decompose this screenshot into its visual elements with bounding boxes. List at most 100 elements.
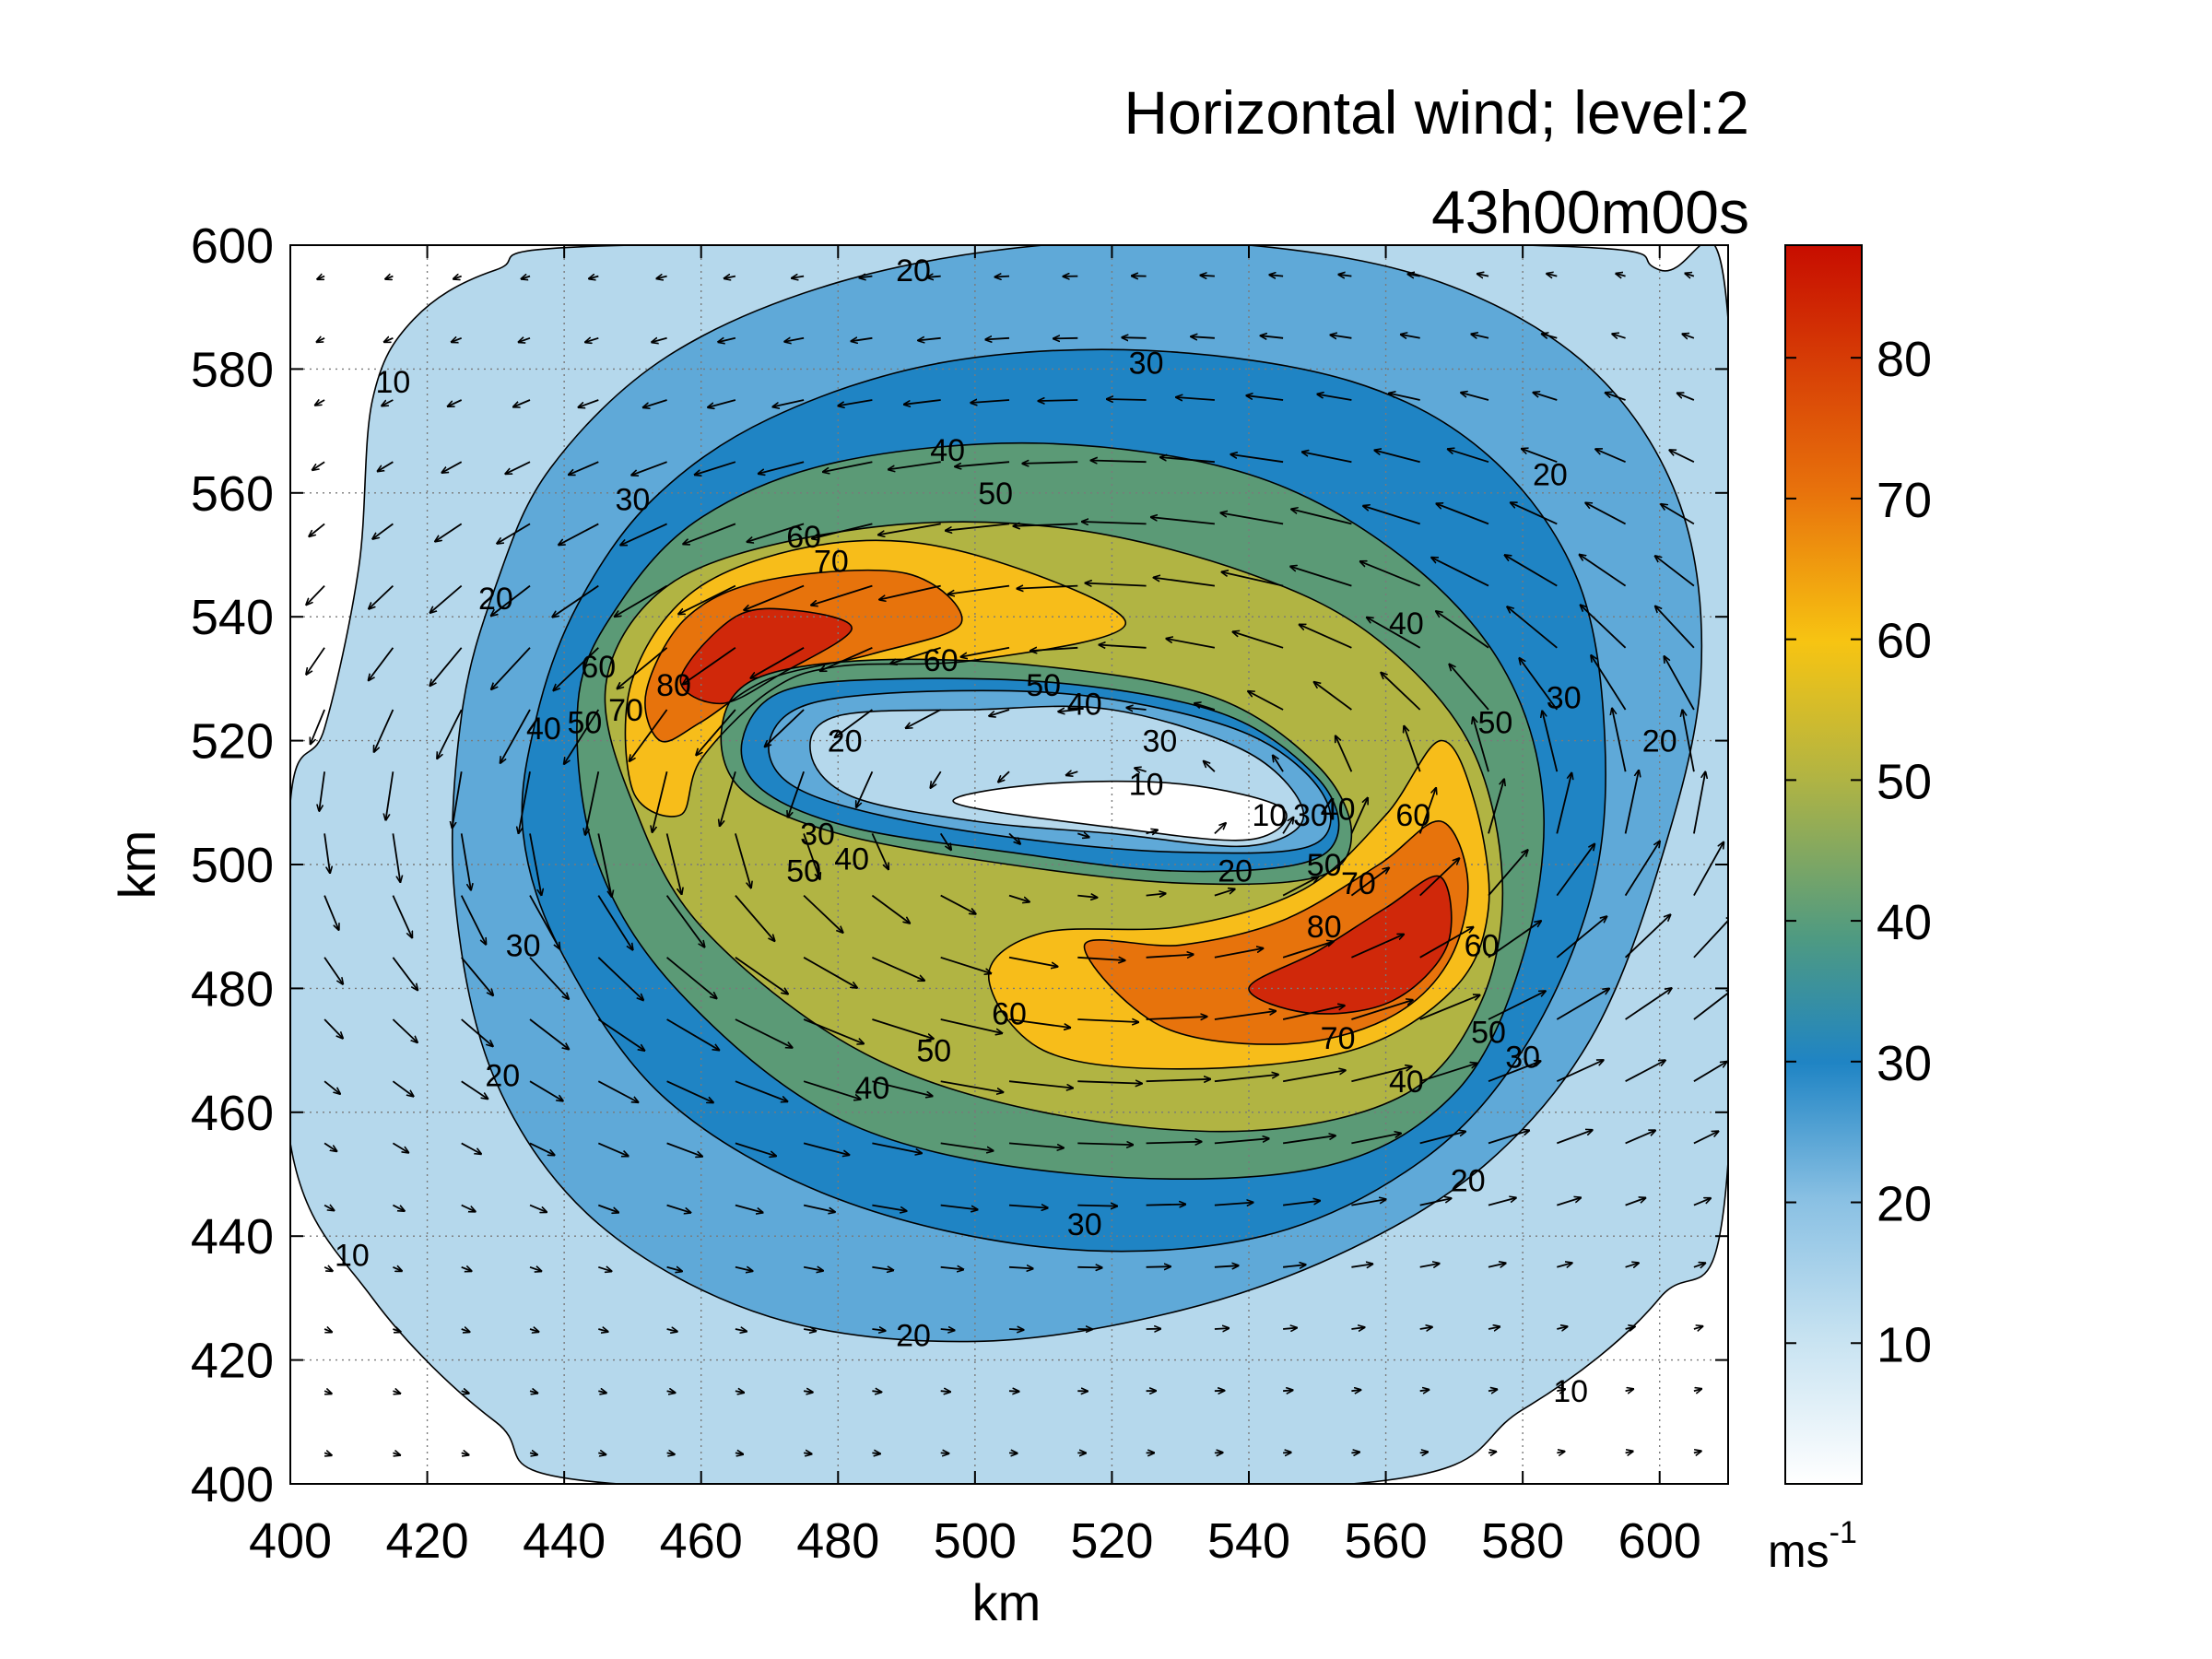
contour-label: 40	[834, 841, 869, 877]
wind-vector	[1009, 1329, 1023, 1330]
contour-label: 10	[1129, 768, 1164, 803]
colorbar-tick-label: 60	[1877, 614, 1932, 669]
wind-vector	[995, 276, 1009, 277]
contour-label: 40	[1389, 1065, 1424, 1100]
contour-label: 30	[616, 483, 651, 518]
contour-label: 40	[1389, 606, 1424, 641]
x-tick-label: 520	[1070, 1513, 1153, 1569]
contour-label: 70	[814, 545, 849, 580]
contour-label: 70	[1341, 866, 1376, 901]
colorbar	[1785, 245, 1862, 1484]
contour-label: 20	[896, 253, 931, 288]
y-tick-label: 440	[191, 1209, 274, 1265]
contour-fills	[283, 241, 1737, 1492]
x-tick-label: 480	[796, 1513, 879, 1569]
wind-vector	[1351, 1390, 1360, 1391]
contour-label: 30	[1505, 1040, 1540, 1075]
y-tick-label: 420	[191, 1334, 274, 1389]
contour-label: 30	[1143, 724, 1178, 759]
x-tick-label: 420	[386, 1513, 469, 1569]
contour-label: 40	[1067, 687, 1102, 722]
contour-label: 50	[978, 477, 1013, 512]
contour-label: 40	[930, 433, 965, 468]
colorbar-tick-label: 10	[1877, 1317, 1932, 1372]
chart-subtitle: 43h00m00s	[1431, 177, 1749, 247]
colorbar-tick-label: 40	[1877, 895, 1932, 950]
contour-label: 60	[924, 643, 959, 678]
x-tick-label: 540	[1207, 1513, 1290, 1569]
contour-label: 60	[992, 996, 1027, 1031]
y-tick-label: 400	[191, 1457, 274, 1512]
wind-vector	[1009, 1391, 1018, 1392]
colorbar-unit: ms-1	[1768, 1515, 1857, 1577]
wind-vector	[1039, 400, 1078, 401]
colorbar-tick-label: 30	[1877, 1036, 1932, 1091]
wind-vector	[1283, 1390, 1292, 1391]
contour-label: 50	[568, 705, 603, 740]
contour-label: 10	[335, 1238, 370, 1273]
contour-label: 50	[1471, 1015, 1506, 1050]
x-tick-label: 440	[523, 1513, 606, 1569]
contour-label: 20	[896, 1319, 931, 1354]
x-tick-label: 500	[934, 1513, 1017, 1569]
contour-label: 80	[656, 668, 691, 703]
contour-label: 10	[1252, 798, 1287, 833]
wind-vector	[1107, 399, 1147, 400]
y-tick-label: 480	[191, 961, 274, 1017]
colorbar-tick-label: 20	[1877, 1177, 1932, 1232]
y-tick-label: 520	[191, 714, 274, 770]
contour-label: 20	[828, 724, 863, 759]
contour-label: 30	[506, 928, 541, 963]
contour-label: 20	[1533, 458, 1568, 493]
y-tick-label: 600	[191, 218, 274, 274]
wind-vector	[1077, 1267, 1101, 1268]
y-tick-label: 460	[191, 1086, 274, 1141]
wind-vector	[1147, 1205, 1186, 1206]
contour-label: 40	[1321, 793, 1356, 828]
contour-label: 30	[800, 817, 835, 852]
contour-label: 50	[1026, 668, 1061, 703]
contour-label: 50	[1478, 705, 1513, 740]
contour-label: 30	[1129, 347, 1164, 382]
wind-vector	[1215, 1328, 1229, 1329]
x-tick-label: 400	[249, 1513, 332, 1569]
wind-vector	[1122, 337, 1146, 338]
contour-label: 20	[485, 1058, 520, 1093]
wind-vector	[872, 1391, 881, 1392]
wind-vector	[941, 1391, 950, 1392]
x-tick-label: 560	[1345, 1513, 1428, 1569]
colorbar-tick-label: 70	[1877, 473, 1932, 528]
chart-title: Horizontal wind; level:2	[1124, 77, 1749, 147]
contour-label: 30	[1547, 681, 1582, 716]
contour-label: 10	[376, 365, 411, 400]
y-axis-label: km	[108, 830, 166, 900]
contour-label: 30	[1067, 1207, 1102, 1242]
contour-label: 60	[581, 650, 616, 685]
x-tick-label: 600	[1618, 1513, 1701, 1569]
x-tick-label: 460	[660, 1513, 743, 1569]
contour-label: 20	[478, 582, 513, 617]
contour-label: 80	[1307, 910, 1342, 945]
y-tick-label: 500	[191, 838, 274, 893]
wind-vector	[1215, 1391, 1224, 1392]
contour-label: 40	[855, 1071, 890, 1106]
wind-vector	[1420, 1452, 1428, 1453]
contour-label: 70	[608, 693, 643, 728]
contour-label: 50	[786, 854, 821, 889]
y-tick-label: 560	[191, 466, 274, 522]
contour-label: 70	[1321, 1021, 1356, 1056]
colorbar-tick-label: 80	[1877, 332, 1932, 387]
x-axis-label: km	[972, 1573, 1041, 1631]
contour-label: 40	[526, 712, 561, 747]
contour-label: 20	[1218, 854, 1253, 889]
contour-label: 60	[1395, 798, 1430, 833]
contour-label: 20	[1451, 1164, 1486, 1199]
wind-vector	[1147, 1266, 1171, 1267]
contour-label: 50	[1307, 848, 1342, 883]
y-tick-label: 540	[191, 590, 274, 645]
x-tick-label: 580	[1481, 1513, 1564, 1569]
wind-vector	[1053, 338, 1077, 339]
contour-label: 60	[1465, 928, 1500, 963]
y-tick-label: 580	[191, 342, 274, 397]
